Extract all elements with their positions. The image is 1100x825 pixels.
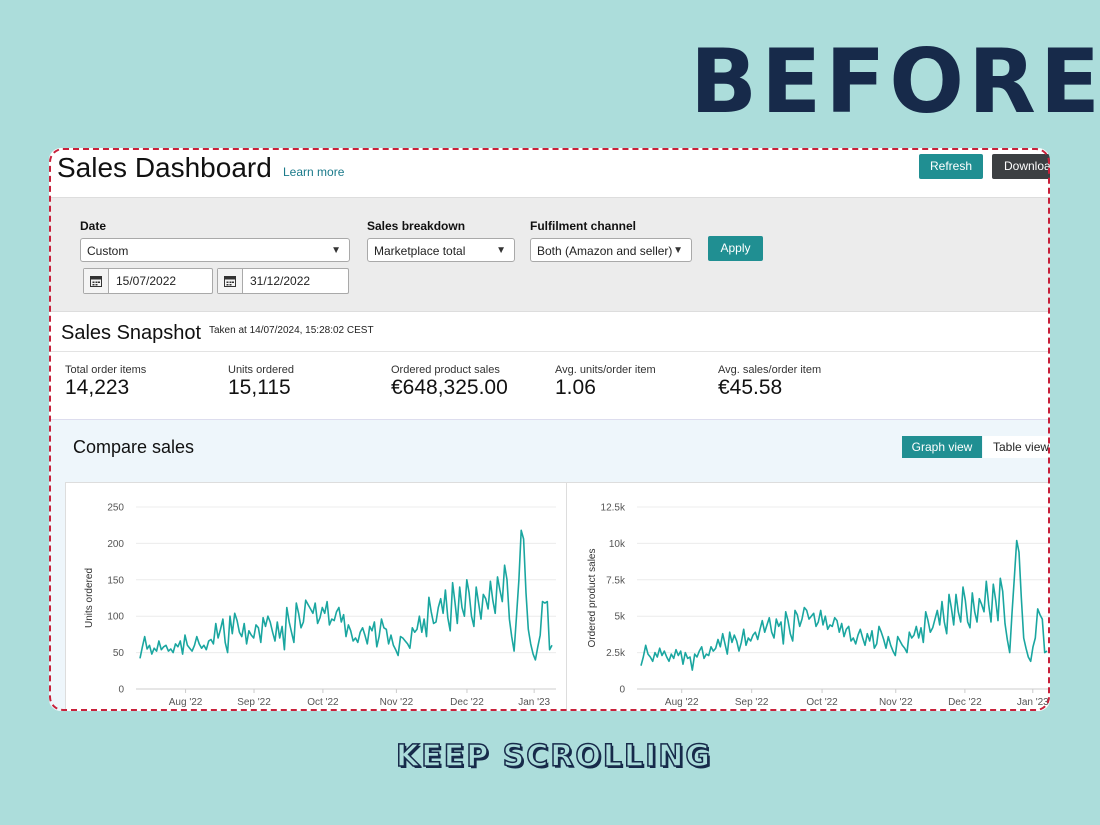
filter-panel: Date Custom ▼ 15/07/2022 31/12/2022 Sale… [49, 197, 1050, 312]
x-tick-label: Sep '22 [237, 697, 271, 708]
sales-breakdown-select[interactable]: Marketplace total ▼ [367, 238, 515, 262]
date-range-select[interactable]: Custom ▼ [80, 238, 350, 262]
y-axis-label: Units ordered [84, 568, 95, 628]
metric-label: Ordered product sales [391, 364, 500, 376]
dashboard-screenshot: Sales Dashboard Learn more Refresh Downl… [49, 148, 1050, 711]
y-axis-label: Ordered product sales [587, 549, 598, 648]
y-tick-label: 50 [113, 648, 125, 659]
y-tick-label: 100 [107, 612, 124, 623]
sales-chart-card: 0 2.5k 5k 7.5k 10k 12.5k Aug '22 Sep '22 Oct '22… [566, 482, 1050, 711]
series-line [139, 529, 553, 661]
refresh-button[interactable]: Refresh [919, 154, 983, 179]
x-tick-label: Aug '22 [169, 697, 203, 708]
y-tick-label: 150 [107, 575, 124, 586]
metric-value: €648,325.00 [391, 376, 508, 399]
x-tick-label: Nov '22 [380, 697, 414, 708]
calendar-icon[interactable] [218, 269, 243, 293]
calendar-icon[interactable] [84, 269, 109, 293]
y-tick-label: 0 [619, 685, 625, 696]
before-heading: BEFORE [690, 30, 1100, 133]
y-tick-label: 12.5k [601, 503, 626, 514]
metric-units-ordered: Units ordered 15,115 [228, 364, 294, 400]
start-date-value: 15/07/2022 [116, 274, 177, 288]
x-tick-label: Jan '23 [518, 697, 550, 708]
metric-label: Total order items [65, 364, 147, 376]
date-label: Date [80, 219, 107, 233]
date-range-value: Custom [87, 244, 129, 258]
metric-value: €45.58 [718, 376, 783, 399]
fulfilment-channel-value: Both (Amazon and seller) [537, 244, 673, 258]
x-tick-label: Nov '22 [879, 697, 913, 708]
compare-title: Compare sales [73, 437, 195, 457]
metric-value: 14,223 [65, 376, 130, 399]
snapshot-title: Sales Snapshot [61, 322, 202, 344]
units-ordered-chart: 0 50 100 150 200 250 Aug '22 Sep '22 Oct '22 Nov … [84, 503, 556, 708]
table-view-button[interactable]: Table view [983, 436, 1050, 458]
fulfilment-channel-label: Fulfilment channel [530, 219, 637, 233]
fulfilment-channel-select[interactable]: Both (Amazon and seller) ▼ [530, 238, 692, 262]
end-date-value: 31/12/2022 [250, 274, 311, 288]
metric-ordered-product-sales: Ordered product sales €648,325.00 [391, 364, 508, 400]
metric-label: Avg. units/order item [555, 364, 656, 376]
y-tick-label: 5k [614, 612, 626, 623]
metric-label: Avg. sales/order item [718, 364, 822, 376]
y-tick-label: 7.5k [606, 575, 626, 586]
y-tick-label: 200 [107, 539, 124, 550]
download-button[interactable]: Download [992, 154, 1050, 179]
x-tick-label: Aug '22 [665, 697, 699, 708]
x-tick-label: Oct '22 [806, 697, 838, 708]
divider [49, 351, 1050, 352]
metric-value: 1.06 [555, 376, 596, 399]
chevron-down-icon: ▼ [673, 245, 683, 256]
x-tick-label: Dec '22 [948, 697, 982, 708]
x-tick-label: Dec '22 [450, 697, 484, 708]
series-line [640, 539, 1048, 671]
learn-more-link[interactable]: Learn more [283, 165, 345, 179]
sales-breakdown-label: Sales breakdown [367, 219, 466, 233]
metric-value: 15,115 [228, 376, 291, 399]
metric-avg-sales: Avg. sales/order item €45.58 [718, 364, 821, 400]
apply-button[interactable]: Apply [708, 236, 763, 261]
y-tick-label: 2.5k [606, 648, 626, 659]
chevron-down-icon: ▼ [331, 245, 341, 256]
graph-view-button[interactable]: Graph view [902, 436, 982, 458]
page-title: Sales Dashboard [57, 152, 272, 183]
metric-total-order-items: Total order items 14,223 [65, 364, 146, 400]
x-tick-label: Jan '23 [1017, 697, 1049, 708]
chevron-down-icon: ▼ [496, 245, 506, 256]
metric-label: Units ordered [228, 364, 295, 376]
y-tick-label: 250 [107, 503, 124, 514]
x-tick-label: Sep '22 [735, 697, 769, 708]
ordered-sales-chart: 0 2.5k 5k 7.5k 10k 12.5k Aug '22 Sep '22 Oct '22… [587, 503, 1050, 708]
end-date-field[interactable]: 31/12/2022 [217, 268, 349, 294]
metric-avg-units: Avg. units/order item 1.06 [555, 364, 656, 400]
x-tick-label: Oct '22 [307, 697, 339, 708]
start-date-field[interactable]: 15/07/2022 [83, 268, 213, 294]
sales-breakdown-value: Marketplace total [374, 244, 466, 258]
keep-scrolling-text: KEEP SCROLLING [395, 739, 713, 774]
units-chart-card: 0 50 100 150 200 250 Aug '22 Sep '22 Oct '22 Nov … [65, 482, 567, 711]
y-tick-label: 10k [609, 539, 626, 550]
snapshot-timestamp: Taken at 14/07/2024, 15:28:02 CEST [209, 325, 374, 336]
y-tick-label: 0 [118, 685, 124, 696]
